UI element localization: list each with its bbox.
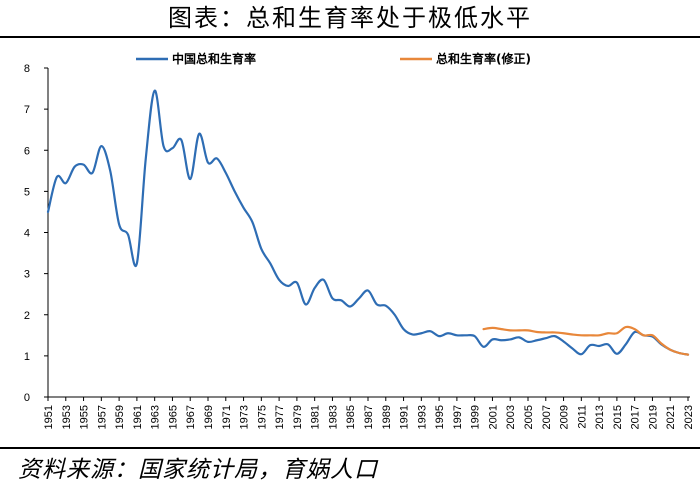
x-tick-label: 1989 (381, 405, 393, 429)
bottom-divider (0, 447, 700, 449)
x-tick-label: 1959 (114, 405, 126, 429)
legend-label-revised-tfr: 总和生育率(修正) (436, 51, 531, 66)
y-tick-label: 3 (24, 269, 30, 281)
y-tick-label: 0 (24, 392, 30, 404)
x-tick-label: 1991 (399, 405, 411, 429)
x-tick-label: 2017 (630, 405, 642, 429)
y-tick-label: 5 (24, 186, 30, 198)
x-tick-label: 1967 (185, 405, 197, 429)
top-divider (0, 36, 700, 38)
x-tick-label: 1963 (150, 405, 162, 429)
y-tick-label: 6 (24, 145, 30, 157)
y-tick-label: 2 (24, 310, 30, 322)
x-tick-label: 1965 (167, 405, 179, 429)
x-tick-label: 1951 (43, 405, 55, 429)
x-tick-label: 1993 (416, 405, 428, 429)
legend-item-china-tfr: 中国总和生育率 (136, 51, 256, 66)
x-tick-label: 2011 (576, 405, 588, 429)
series-line-china-tfr (46, 89, 690, 356)
x-tick-label: 2001 (487, 405, 499, 429)
x-tick-label: 2013 (594, 405, 606, 429)
x-tick-label: 1957 (96, 405, 108, 429)
series-line-revised-tfr (482, 325, 690, 356)
x-tick-label: 2015 (612, 405, 624, 429)
x-tick-label: 1979 (292, 405, 304, 429)
series-layer (46, 89, 690, 356)
x-tick-label: 1981 (310, 405, 322, 429)
y-tick-label: 7 (24, 104, 30, 116)
x-tick-label: 1987 (363, 405, 375, 429)
x-tick-label: 2007 (541, 405, 553, 429)
x-tick-label: 1973 (239, 405, 251, 429)
x-axis: 1951 1953 1955 1957 1959 1961 1963 1965 1967 1969… (43, 396, 695, 429)
x-tick-label: 1985 (345, 405, 357, 429)
y-ticks: 0 1 2 3 4 5 6 7 8 (24, 63, 48, 404)
x-tick-label: 2009 (559, 405, 571, 429)
chart-title: 图表：总和生育率处于极低水平 (168, 4, 532, 32)
x-ticks: 1951 1953 1955 1957 1959 1961 1963 1965 1967 1969… (43, 397, 695, 429)
y-tick-label: 1 (24, 351, 30, 363)
x-tick-label: 1961 (132, 405, 144, 429)
x-tick-label: 1975 (256, 405, 268, 429)
y-axis: 0 1 2 3 4 5 6 7 8 (24, 63, 49, 404)
legend-label-china-tfr: 中国总和生育率 (172, 51, 256, 66)
x-tick-label: 2005 (523, 405, 535, 429)
y-tick-label: 4 (24, 228, 30, 240)
x-tick-label: 1983 (327, 405, 339, 429)
legend-item-revised-tfr: 总和生育率(修正) (400, 51, 531, 66)
x-tick-label: 1953 (61, 405, 73, 429)
x-tick-label: 1995 (434, 405, 446, 429)
x-tick-label: 2021 (665, 405, 677, 429)
y-tick-label: 8 (24, 63, 30, 75)
x-tick-label: 1971 (221, 405, 233, 429)
x-tick-label: 2023 (683, 405, 695, 429)
x-tick-label: 1977 (274, 405, 286, 429)
x-tick-label: 2019 (647, 405, 659, 429)
x-tick-label: 2003 (505, 405, 517, 429)
x-tick-label: 1997 (452, 405, 464, 429)
source-note: 资料来源：国家统计局，育娲人口 (18, 457, 378, 483)
legend: 中国总和生育率 总和生育率(修正) (136, 51, 531, 66)
x-tick-label: 1969 (203, 405, 215, 429)
x-tick-label: 1999 (470, 405, 482, 429)
x-tick-label: 1955 (79, 405, 91, 429)
